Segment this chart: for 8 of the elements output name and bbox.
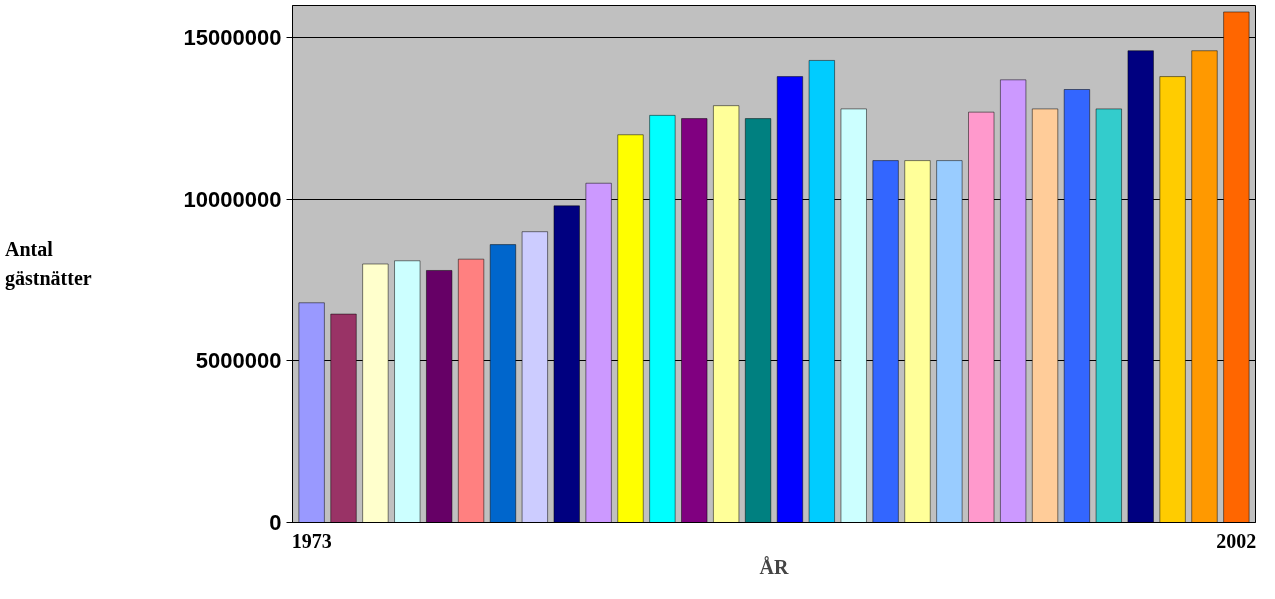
y-tick-label: 10000000 (183, 186, 282, 212)
y-axis-title: Antal gästnätter (5, 237, 92, 292)
y-tick-label: 0 (269, 510, 282, 535)
x-axis-title: ÅR (759, 555, 789, 578)
x-tick-label: 2002 (1216, 529, 1257, 552)
y-tick-label: 15000000 (183, 25, 282, 51)
y-tick-label: 5000000 (195, 348, 282, 374)
x-tick-label: 1973 (291, 529, 332, 552)
